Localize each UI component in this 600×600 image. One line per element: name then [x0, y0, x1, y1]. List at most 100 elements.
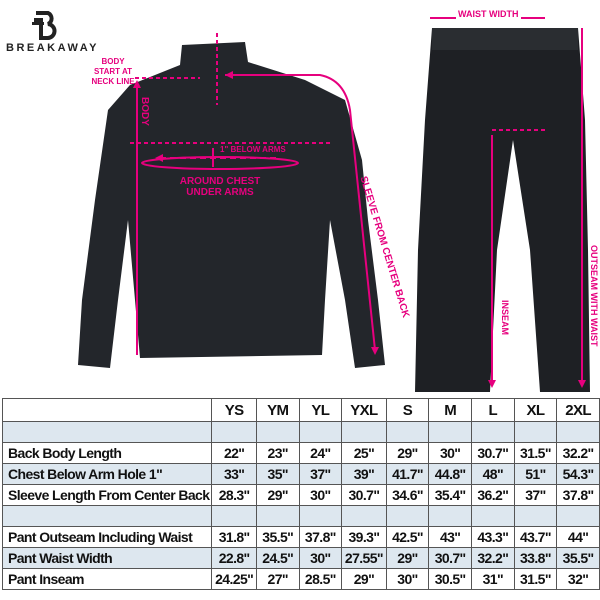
measurement-cell: 30": [298, 484, 343, 506]
table-row: Pant Outseam Including Waist 31.8" 35.5" 37…: [1, 526, 600, 548]
measurement-cell: 43.7": [513, 526, 558, 548]
size-header: L: [470, 398, 515, 422]
measurement-cell: 27": [255, 568, 300, 590]
measurement-cell: 22.8": [211, 547, 257, 569]
measurement-cell: 44": [556, 526, 600, 548]
measurement-cell: 44.8": [428, 463, 472, 485]
measurement-cell: 29": [255, 484, 300, 506]
measurement-cell: 29": [385, 547, 430, 569]
measurement-cell: 30.7": [470, 442, 515, 464]
table-row: Back Body Length 22" 23" 24" 25" 29" 30" 30.7" 3…: [1, 442, 600, 464]
size-chart-table: YS YM YL YXL S M L XL 2XL Back Body Leng…: [1, 398, 600, 590]
inseam-label: INSEAM: [500, 300, 510, 336]
measurement-cell: 32.2": [470, 547, 515, 569]
table-row: Pant Waist Width 22.8" 24.5" 30" 27.55" 29" 30…: [1, 547, 600, 569]
body-start-line2: START AT: [93, 67, 133, 76]
logo-mark-icon: [32, 11, 57, 40]
measurement-cell: 43.3": [470, 526, 515, 548]
waist-width-label: WAIST WIDTH: [456, 9, 521, 19]
size-header: 2XL: [556, 398, 600, 422]
measurement-cell: 54.3": [556, 463, 600, 485]
table-row: Pant Inseam 24.25" 27" 28.5" 29" 30" 30.5" 31" 3…: [1, 568, 600, 590]
measurement-cell: 35.5": [255, 526, 300, 548]
below-arms-label: 1" BELOW ARMS: [220, 145, 286, 154]
measurement-cell: 28.3": [211, 484, 257, 506]
size-header: YS: [211, 398, 257, 422]
measurement-cell: 30.5": [428, 568, 472, 590]
measurement-cell: 23": [255, 442, 300, 464]
measurement-cell: 35": [255, 463, 300, 485]
size-header: M: [428, 398, 472, 422]
row-label: Pant Waist Width: [1, 547, 213, 569]
table-row: Sleeve Length From Center Back 28.3" 29" 30…: [1, 484, 600, 506]
measurement-cell: 37": [298, 463, 343, 485]
measurement-cell: 31.8": [211, 526, 257, 548]
measurement-cell: 34.6": [385, 484, 430, 506]
measurement-cell: 24.5": [255, 547, 300, 569]
measurement-cell: 37.8": [556, 484, 600, 506]
body-start-label: BODY START AT NECK LINE: [88, 57, 138, 87]
row-label: Back Body Length: [1, 442, 213, 464]
measurement-cell: 41.7": [385, 463, 430, 485]
measurement-cell: 27.55": [341, 547, 387, 569]
measurement-cell: 31.5": [513, 442, 558, 464]
measurement-cell: 31": [470, 568, 515, 590]
measurement-cell: 39.3": [341, 526, 387, 548]
body-start-line3: NECK LINE: [91, 77, 135, 86]
measurement-cell: 37": [513, 484, 558, 506]
measurement-cell: 30.7": [428, 547, 472, 569]
jacket-silhouette: [78, 42, 385, 368]
measurement-cell: 51": [513, 463, 558, 485]
size-header: YL: [298, 398, 343, 422]
pant-rows: Pant Outseam Including Waist 31.8" 35.5" 37…: [1, 526, 600, 590]
measurement-cell: 29": [341, 568, 387, 590]
measurement-cell: 31.5": [513, 568, 558, 590]
brand-name: BREAKAWAY: [6, 42, 99, 54]
body-start-line1: BODY: [101, 57, 125, 66]
measurement-cell: 24.25": [211, 568, 257, 590]
spacer-row: [1, 421, 600, 443]
measurement-cell: 37.8": [298, 526, 343, 548]
row-label: Chest Below Arm Hole 1": [1, 463, 213, 485]
size-header-row: YS YM YL YXL S M L XL 2XL: [1, 398, 600, 422]
measurement-cell: 43": [428, 526, 472, 548]
brand-logo: [30, 10, 60, 45]
measurement-cell: 33": [211, 463, 257, 485]
row-label: Pant Inseam: [1, 568, 213, 590]
measurement-cell: 28.5": [298, 568, 343, 590]
outseam-label: OUTSEAM WITH WAIST: [589, 245, 599, 347]
around-chest-label: AROUND CHEST UNDER ARMS: [170, 176, 270, 198]
measurement-cell: 30": [428, 442, 472, 464]
measurement-cell: 35.4": [428, 484, 472, 506]
header-corner: [1, 398, 213, 422]
measurement-cell: 33.8": [513, 547, 558, 569]
row-label: Sleeve Length From Center Back: [1, 484, 213, 506]
row-label: Pant Outseam Including Waist: [1, 526, 213, 548]
measurement-cell: 32": [556, 568, 600, 590]
measurement-cell: 22": [211, 442, 257, 464]
jacket-rows: Back Body Length 22" 23" 24" 25" 29" 30" 30.7" 3…: [1, 442, 600, 506]
measurement-cell: 29": [385, 442, 430, 464]
body-label: BODY: [139, 97, 150, 126]
pants-silhouette: [415, 28, 590, 392]
measurement-cell: 35.5": [556, 547, 600, 569]
around-chest-line2: UNDER ARMS: [186, 187, 254, 198]
measurement-cell: 32.2": [556, 442, 600, 464]
measurement-cell: 24": [298, 442, 343, 464]
spacer-row: [1, 505, 600, 527]
measurement-cell: 30": [298, 547, 343, 569]
measurement-cell: 30.7": [341, 484, 387, 506]
measurement-cell: 30": [385, 568, 430, 590]
garment-illustration: [78, 17, 590, 392]
around-chest-line1: AROUND CHEST: [179, 176, 261, 187]
size-header: YXL: [341, 398, 387, 422]
measurement-cell: 48": [470, 463, 515, 485]
measurement-cell: 25": [341, 442, 387, 464]
size-header: XL: [513, 398, 558, 422]
size-header: S: [385, 398, 430, 422]
size-header: YM: [255, 398, 300, 422]
measurement-cell: 42.5": [385, 526, 430, 548]
table-row: Chest Below Arm Hole 1" 33" 35" 37" 39" 41.7"…: [1, 463, 600, 485]
measurement-cell: 36.2": [470, 484, 515, 506]
measurement-cell: 39": [341, 463, 387, 485]
